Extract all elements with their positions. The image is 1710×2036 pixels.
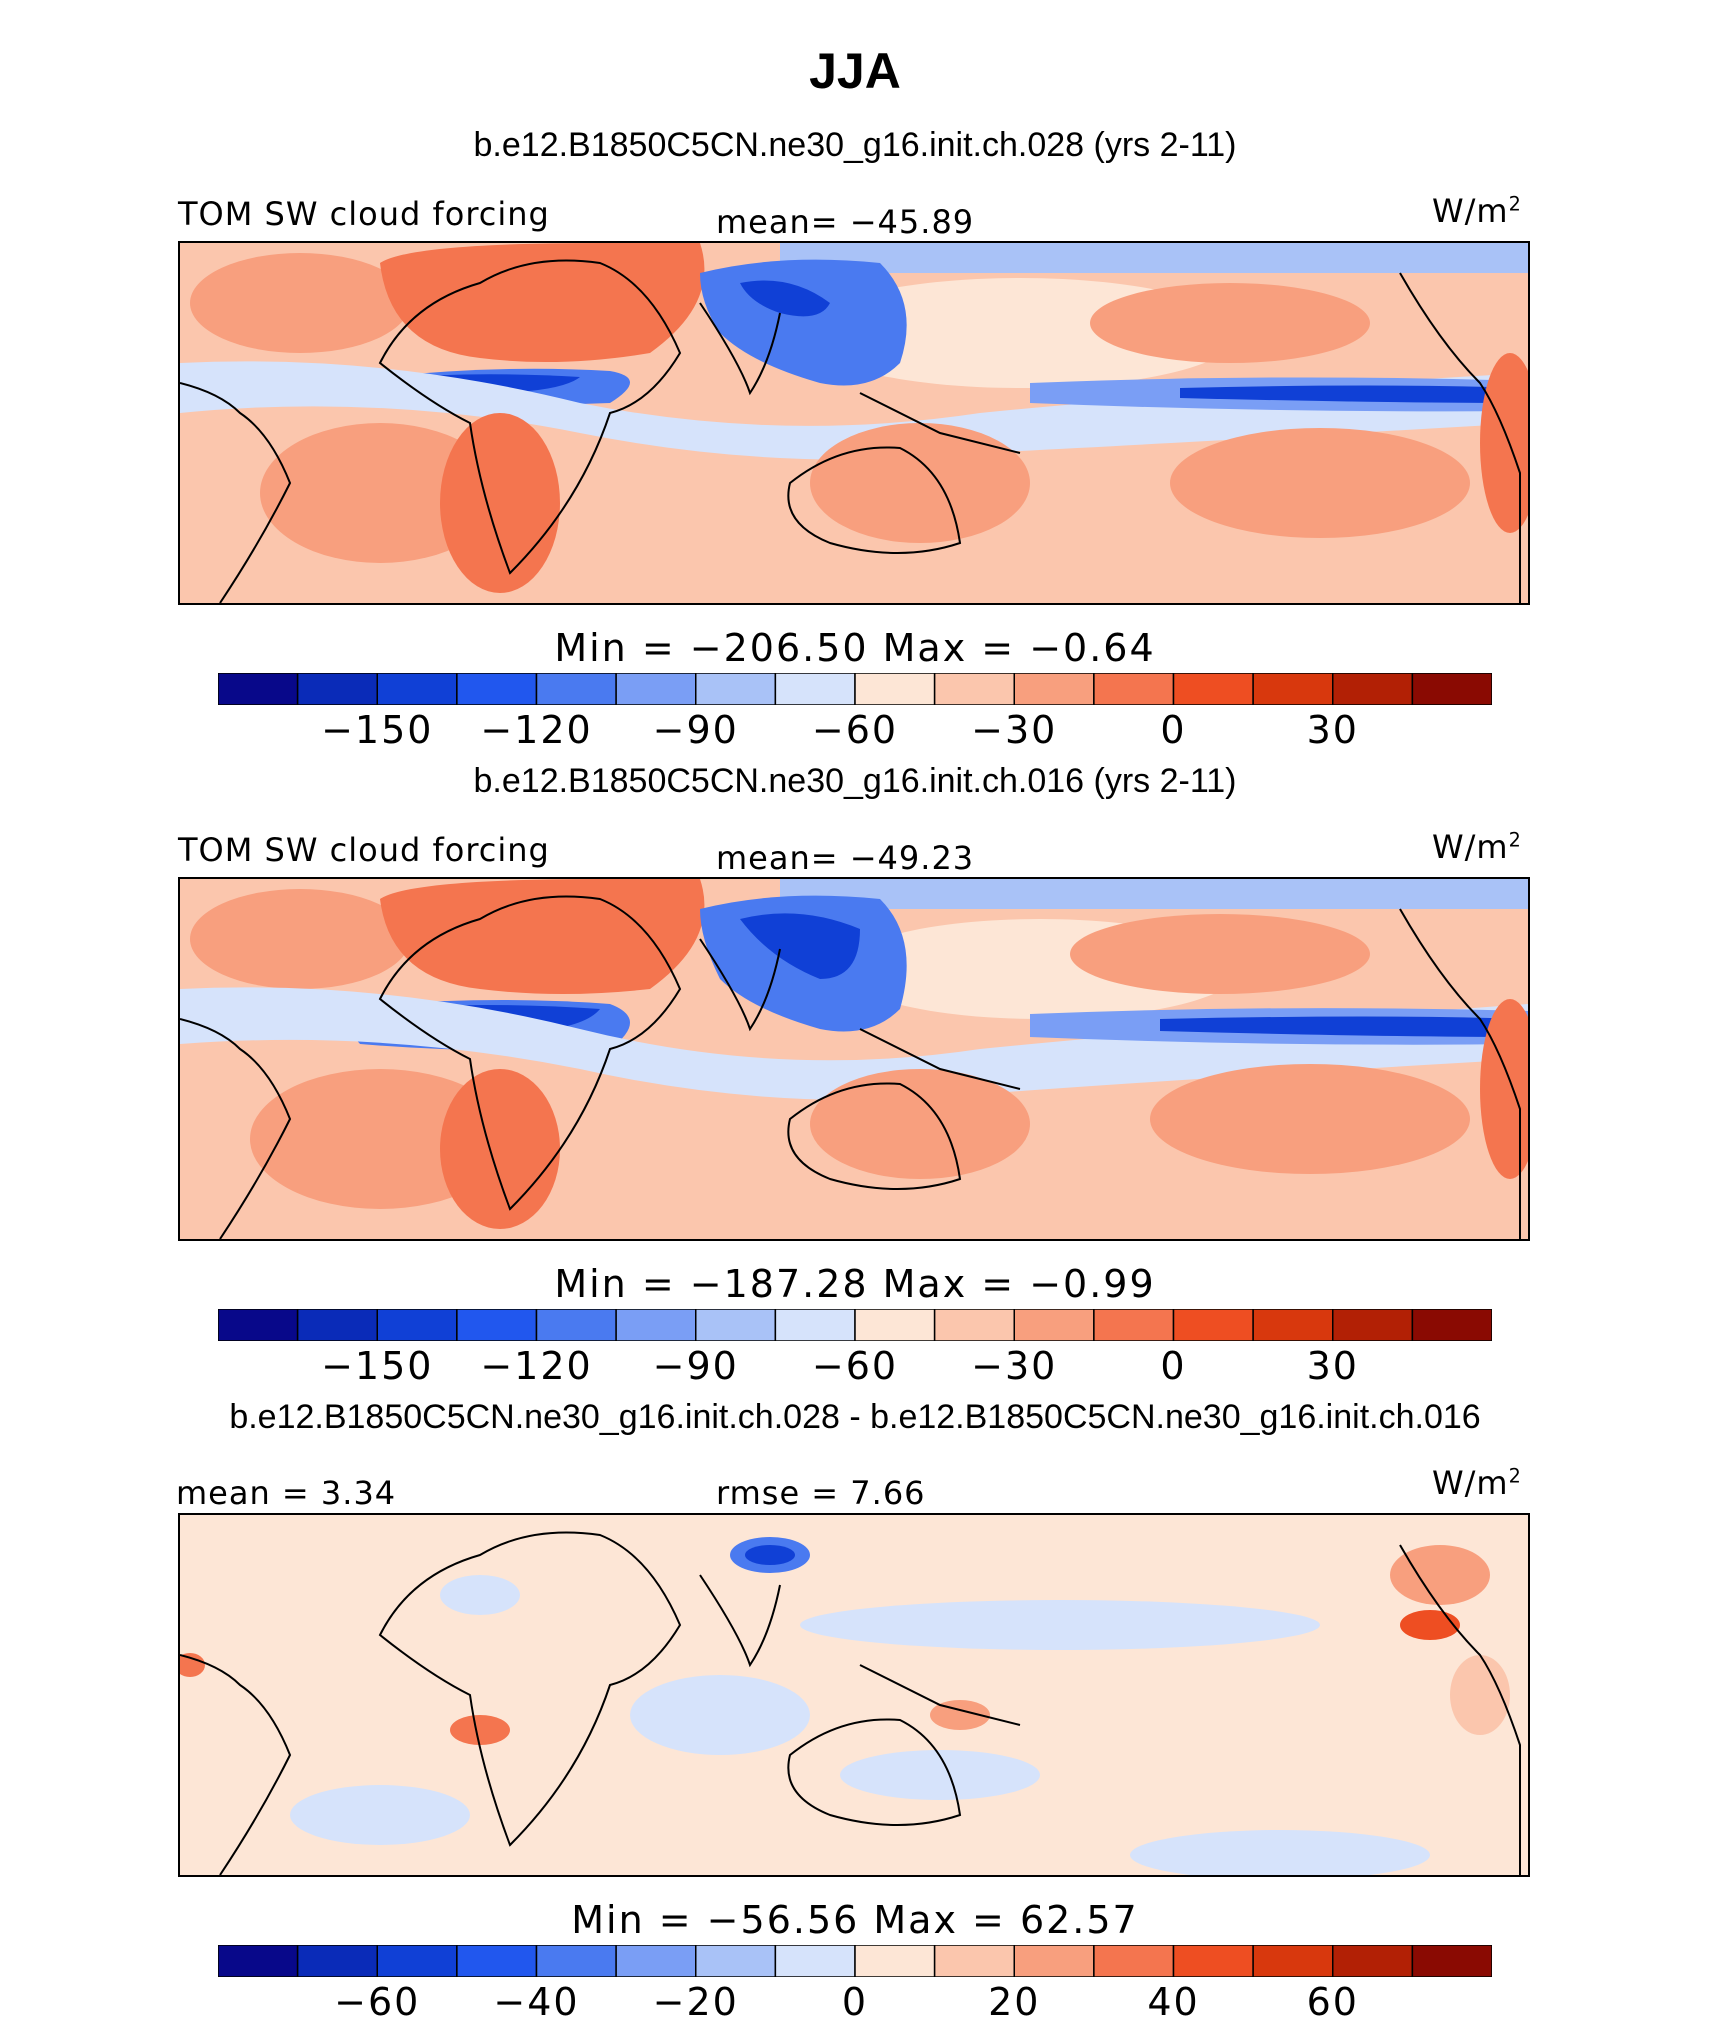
colorbar-swatch — [218, 673, 299, 705]
panel-2-field — [180, 879, 1528, 1239]
colorbar-swatch — [1093, 1945, 1175, 1977]
panel-2-units-label: W/m2 — [1432, 828, 1522, 866]
colorbar-swatch — [615, 1945, 697, 1977]
figure-title: JJA — [809, 43, 901, 99]
colorbar-swatch — [376, 1945, 458, 1977]
panel-1-variable-label: TOM SW cloud forcing — [178, 195, 550, 233]
colorbar-swatch — [774, 1309, 856, 1341]
colorbar-tick-label: −20 — [652, 1980, 739, 2024]
colorbar-tick-label: −120 — [480, 1344, 593, 1388]
colorbar-tick-label: 30 — [1306, 1344, 1359, 1388]
colorbar-swatch — [456, 673, 538, 705]
colorbar-tick-label: −150 — [321, 708, 434, 752]
colorbar-swatch — [1332, 1945, 1414, 1977]
panel-2-colorbar — [218, 1309, 1492, 1341]
colorbar-tick-label: 30 — [1306, 708, 1359, 752]
colorbar-tick-label: 40 — [1147, 1980, 1200, 2024]
colorbar-swatch — [695, 1945, 777, 1977]
panel-2-case-title: b.e12.B1850C5CN.ne30_g16.init.ch.016 (yr… — [473, 762, 1237, 800]
colorbar-tick-label: −40 — [493, 1980, 580, 2024]
panel-2-minmax: Min = −187.28 Max = −0.99 — [554, 1262, 1156, 1306]
panel-3-field — [180, 1515, 1528, 1875]
colorbar-swatch — [1332, 1309, 1414, 1341]
colorbar-swatch — [535, 1945, 617, 1977]
panel-1-field — [180, 243, 1528, 603]
panel-1-colorbar-ticks: −150 −120 −90 −60 −30 0 30 — [218, 708, 1492, 752]
panel-1-map — [178, 241, 1530, 605]
colorbar-swatch — [854, 673, 936, 705]
colorbar-swatch — [535, 673, 617, 705]
colorbar-swatch — [933, 1945, 1016, 1977]
colorbar-swatch — [1093, 673, 1175, 705]
colorbar-swatch — [296, 1309, 379, 1341]
panel-3-map — [178, 1513, 1530, 1877]
panel-2-variable-label: TOM SW cloud forcing — [178, 831, 550, 869]
colorbar-swatch — [1252, 1945, 1334, 1977]
colorbar-swatch — [615, 1309, 697, 1341]
colorbar-tick-label: 20 — [988, 1980, 1041, 2024]
panel-1-units-label: W/m2 — [1432, 192, 1522, 230]
colorbar-swatch — [774, 1945, 856, 1977]
colorbar-tick-label: 0 — [1160, 708, 1187, 752]
panel-3-minmax: Min = −56.56 Max = 62.57 — [571, 1898, 1139, 1942]
colorbar-tick-label: −60 — [334, 1980, 421, 2024]
panel-3-rmse-label: rmse = 7.66 — [716, 1474, 926, 1512]
colorbar-swatch — [456, 1309, 538, 1341]
colorbar-tick-label: 60 — [1306, 1980, 1359, 2024]
colorbar-tick-label: −60 — [811, 708, 899, 752]
colorbar-swatch — [1411, 1309, 1492, 1341]
colorbar-swatch — [1013, 1945, 1095, 1977]
panel-3-case-title: b.e12.B1850C5CN.ne30_g16.init.ch.028 - b… — [229, 1398, 1481, 1436]
colorbar-swatch — [376, 673, 458, 705]
colorbar-tick-label: −30 — [971, 708, 1058, 752]
colorbar-tick-label: −30 — [971, 1344, 1058, 1388]
colorbar-tick-label: 0 — [841, 1980, 869, 2024]
panel-3-colorbar — [218, 1945, 1492, 1977]
colorbar-swatch — [376, 1309, 458, 1341]
panel-1-colorbar — [218, 673, 1492, 705]
colorbar-swatch — [854, 1945, 936, 1977]
panel-3-units-label: W/m2 — [1432, 1464, 1522, 1502]
panel-1-mean-label: mean= −45.89 — [716, 203, 975, 241]
colorbar-swatch — [535, 1309, 617, 1341]
colorbar-swatch — [1013, 673, 1095, 705]
panel-3-colorbar-ticks: −60 −40 −20 0 20 40 60 — [218, 1980, 1492, 2024]
colorbar-swatch — [1332, 673, 1414, 705]
colorbar-swatch — [933, 1309, 1016, 1341]
colorbar-swatch — [1172, 1309, 1254, 1341]
colorbar-swatch — [1411, 673, 1492, 705]
colorbar-swatch — [854, 1309, 936, 1341]
colorbar-swatch — [1013, 1309, 1095, 1341]
colorbar-tick-label: −90 — [652, 708, 739, 752]
colorbar-swatch — [296, 673, 379, 705]
colorbar-swatch — [218, 1309, 299, 1341]
colorbar-swatch — [615, 673, 697, 705]
colorbar-swatch — [695, 673, 777, 705]
colorbar-swatch — [774, 673, 856, 705]
panel-2-map — [178, 877, 1530, 1241]
colorbar-swatch — [1252, 673, 1334, 705]
colorbar-swatch — [1093, 1309, 1175, 1341]
colorbar-swatch — [296, 1945, 379, 1977]
colorbar-swatch — [1172, 673, 1254, 705]
panel-3-mean-label: mean = 3.34 — [176, 1474, 397, 1512]
panel-2-mean-label: mean= −49.23 — [716, 839, 975, 877]
colorbar-tick-label: −120 — [480, 708, 593, 752]
colorbar-swatch — [695, 1309, 777, 1341]
panel-1-case-title: b.e12.B1850C5CN.ne30_g16.init.ch.028 (yr… — [473, 126, 1237, 164]
panel-1-minmax: Min = −206.50 Max = −0.64 — [554, 626, 1156, 670]
colorbar-swatch — [456, 1945, 538, 1977]
colorbar-swatch — [1411, 1945, 1492, 1977]
colorbar-swatch — [933, 673, 1016, 705]
colorbar-tick-label: −60 — [811, 1344, 899, 1388]
colorbar-swatch — [1172, 1945, 1254, 1977]
colorbar-tick-label: −90 — [652, 1344, 739, 1388]
colorbar-tick-label: −150 — [321, 1344, 434, 1388]
panel-2-colorbar-ticks: −150 −120 −90 −60 −30 0 30 — [218, 1344, 1492, 1388]
colorbar-tick-label: 0 — [1160, 1344, 1187, 1388]
colorbar-swatch — [218, 1945, 299, 1977]
colorbar-swatch — [1252, 1309, 1334, 1341]
